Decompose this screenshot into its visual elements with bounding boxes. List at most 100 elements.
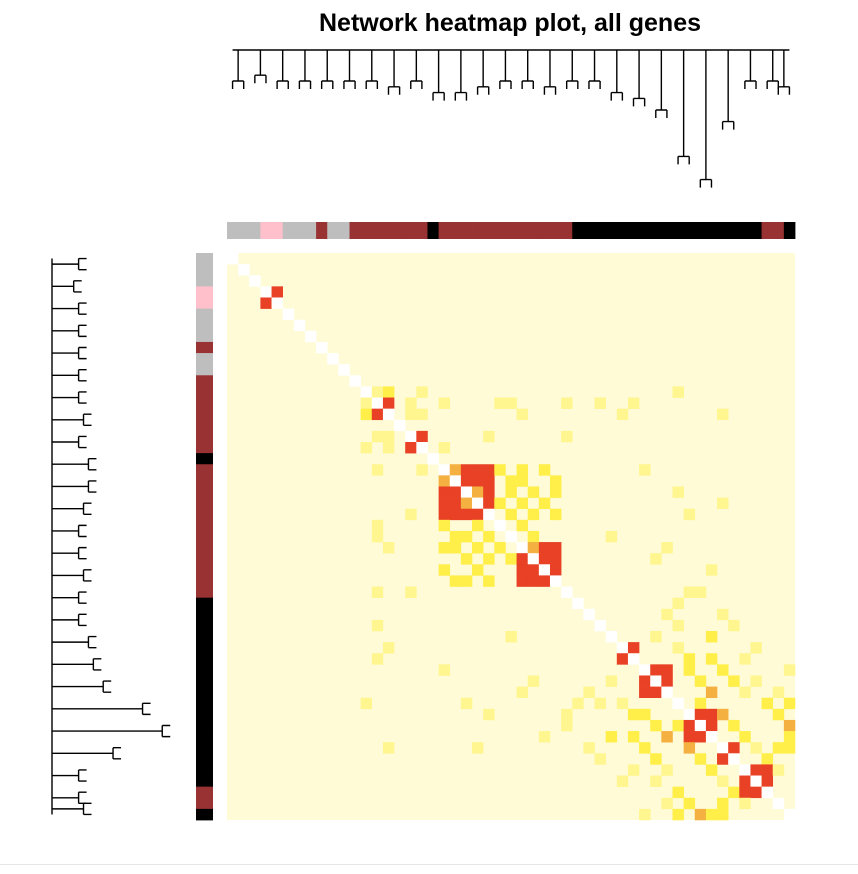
heatmap-cell: [783, 664, 796, 676]
module-color-cell: [561, 222, 573, 239]
heatmap-cell: [371, 530, 384, 543]
heatmap-cell: [382, 430, 395, 443]
dendrogram-branch: [254, 50, 267, 84]
heatmap-cell: [349, 375, 361, 387]
heatmap-cell: [382, 442, 395, 454]
module-color-cell: [196, 608, 213, 621]
heatmap-cell: [728, 719, 740, 732]
heatmap-cell: [483, 508, 495, 521]
heatmap-cell: [772, 797, 785, 810]
heatmap-cell: [627, 764, 640, 776]
module-color-cell: [196, 308, 213, 321]
module-color-cell: [338, 222, 350, 239]
heatmap-cell: [694, 697, 707, 710]
heatmap-cell: [405, 408, 417, 421]
dendrogram-branch: [52, 257, 87, 271]
module-color-cell: [196, 597, 213, 610]
module-color-cell: [694, 222, 707, 239]
heatmap-cell: [460, 697, 473, 710]
module-color-cell: [516, 222, 529, 239]
heatmap-cell: [327, 353, 339, 365]
heatmap-cell: [683, 586, 696, 598]
module-color-cell: [196, 731, 213, 743]
heatmap-cell: [360, 697, 373, 710]
dendrogram-branch: [343, 50, 356, 89]
heatmap-cell: [650, 775, 662, 787]
heatmap-cell: [516, 575, 529, 587]
module-color-cell: [196, 586, 213, 599]
heatmap-cell: [416, 442, 428, 454]
heatmap-cell: [538, 464, 551, 476]
heatmap-cell: [460, 486, 473, 498]
module-color-cell: [196, 264, 213, 276]
heatmap-cell: [761, 753, 774, 765]
heatmap-cell: [672, 719, 684, 732]
heatmap-cell: [683, 664, 696, 676]
heatmap-cell: [661, 664, 673, 676]
module-color-cell: [196, 442, 213, 454]
heatmap-matrix: [227, 253, 796, 821]
dendrogram-branch: [632, 50, 646, 107]
heatmap-cell: [338, 364, 350, 376]
heatmap-cell: [694, 719, 707, 732]
heatmap-cell: [672, 619, 684, 632]
heatmap-cell: [605, 631, 618, 643]
dendrogram-branch: [744, 50, 757, 89]
dendrogram-branch: [52, 435, 87, 449]
heatmap-cell: [594, 619, 606, 632]
heatmap-cell: [449, 475, 462, 487]
heatmap-cell: [549, 553, 562, 565]
heatmap-cell: [360, 397, 373, 409]
heatmap-cell: [516, 464, 529, 476]
heatmap-cell: [694, 586, 707, 598]
heatmap-cell: [516, 519, 529, 532]
module-color-cell: [382, 222, 395, 239]
dendrogram-branch: [521, 50, 534, 89]
heatmap-cell: [549, 475, 562, 487]
heatmap-cell: [661, 797, 673, 810]
heatmap-cell: [483, 708, 495, 721]
heatmap-cell: [750, 775, 762, 787]
heatmap-cell: [405, 430, 417, 443]
dendrogram-branch: [52, 658, 102, 671]
heatmap-cell: [549, 564, 562, 576]
heatmap-cell: [728, 675, 740, 687]
dendrogram-branch: [499, 50, 512, 89]
module-color-cell: [494, 222, 506, 239]
heatmap-cell: [483, 475, 495, 487]
heatmap-cell: [639, 675, 651, 687]
heatmap-cell: [583, 608, 595, 621]
heatmap-cell: [371, 464, 384, 476]
heatmap-cell: [382, 386, 395, 398]
heatmap-cell: [472, 508, 484, 521]
heatmap-cell: [527, 542, 540, 554]
heatmap-cell: [227, 253, 239, 265]
heatmap-cell: [516, 475, 529, 487]
heatmap-cell: [761, 697, 774, 710]
heatmap-cell: [271, 297, 283, 309]
module-color-cell: [227, 222, 239, 239]
heatmap-cell: [739, 686, 751, 699]
heatmap-cell: [705, 731, 718, 743]
module-color-cell: [750, 222, 762, 239]
heatmap-cell: [449, 497, 462, 510]
module-color-cell: [293, 222, 306, 239]
module-color-cell: [327, 222, 339, 239]
heatmap-cell: [538, 553, 551, 565]
heatmap-cell: [717, 608, 729, 621]
heatmap-cell: [627, 708, 640, 721]
heatmap-cell: [661, 608, 673, 621]
heatmap-cell: [360, 408, 373, 421]
heatmap-cell: [494, 397, 506, 409]
module-color-cell: [196, 642, 213, 654]
heatmap-cell: [694, 808, 707, 821]
module-color-cell: [196, 430, 213, 443]
heatmap-cell: [483, 530, 495, 543]
dendrogram-branch: [52, 591, 87, 604]
module-color-cell: [717, 222, 729, 239]
dendrogram-branch: [52, 546, 87, 560]
heatmap-cell: [705, 764, 718, 776]
heatmap-cell: [472, 497, 484, 510]
heatmap-cell: [505, 553, 517, 565]
